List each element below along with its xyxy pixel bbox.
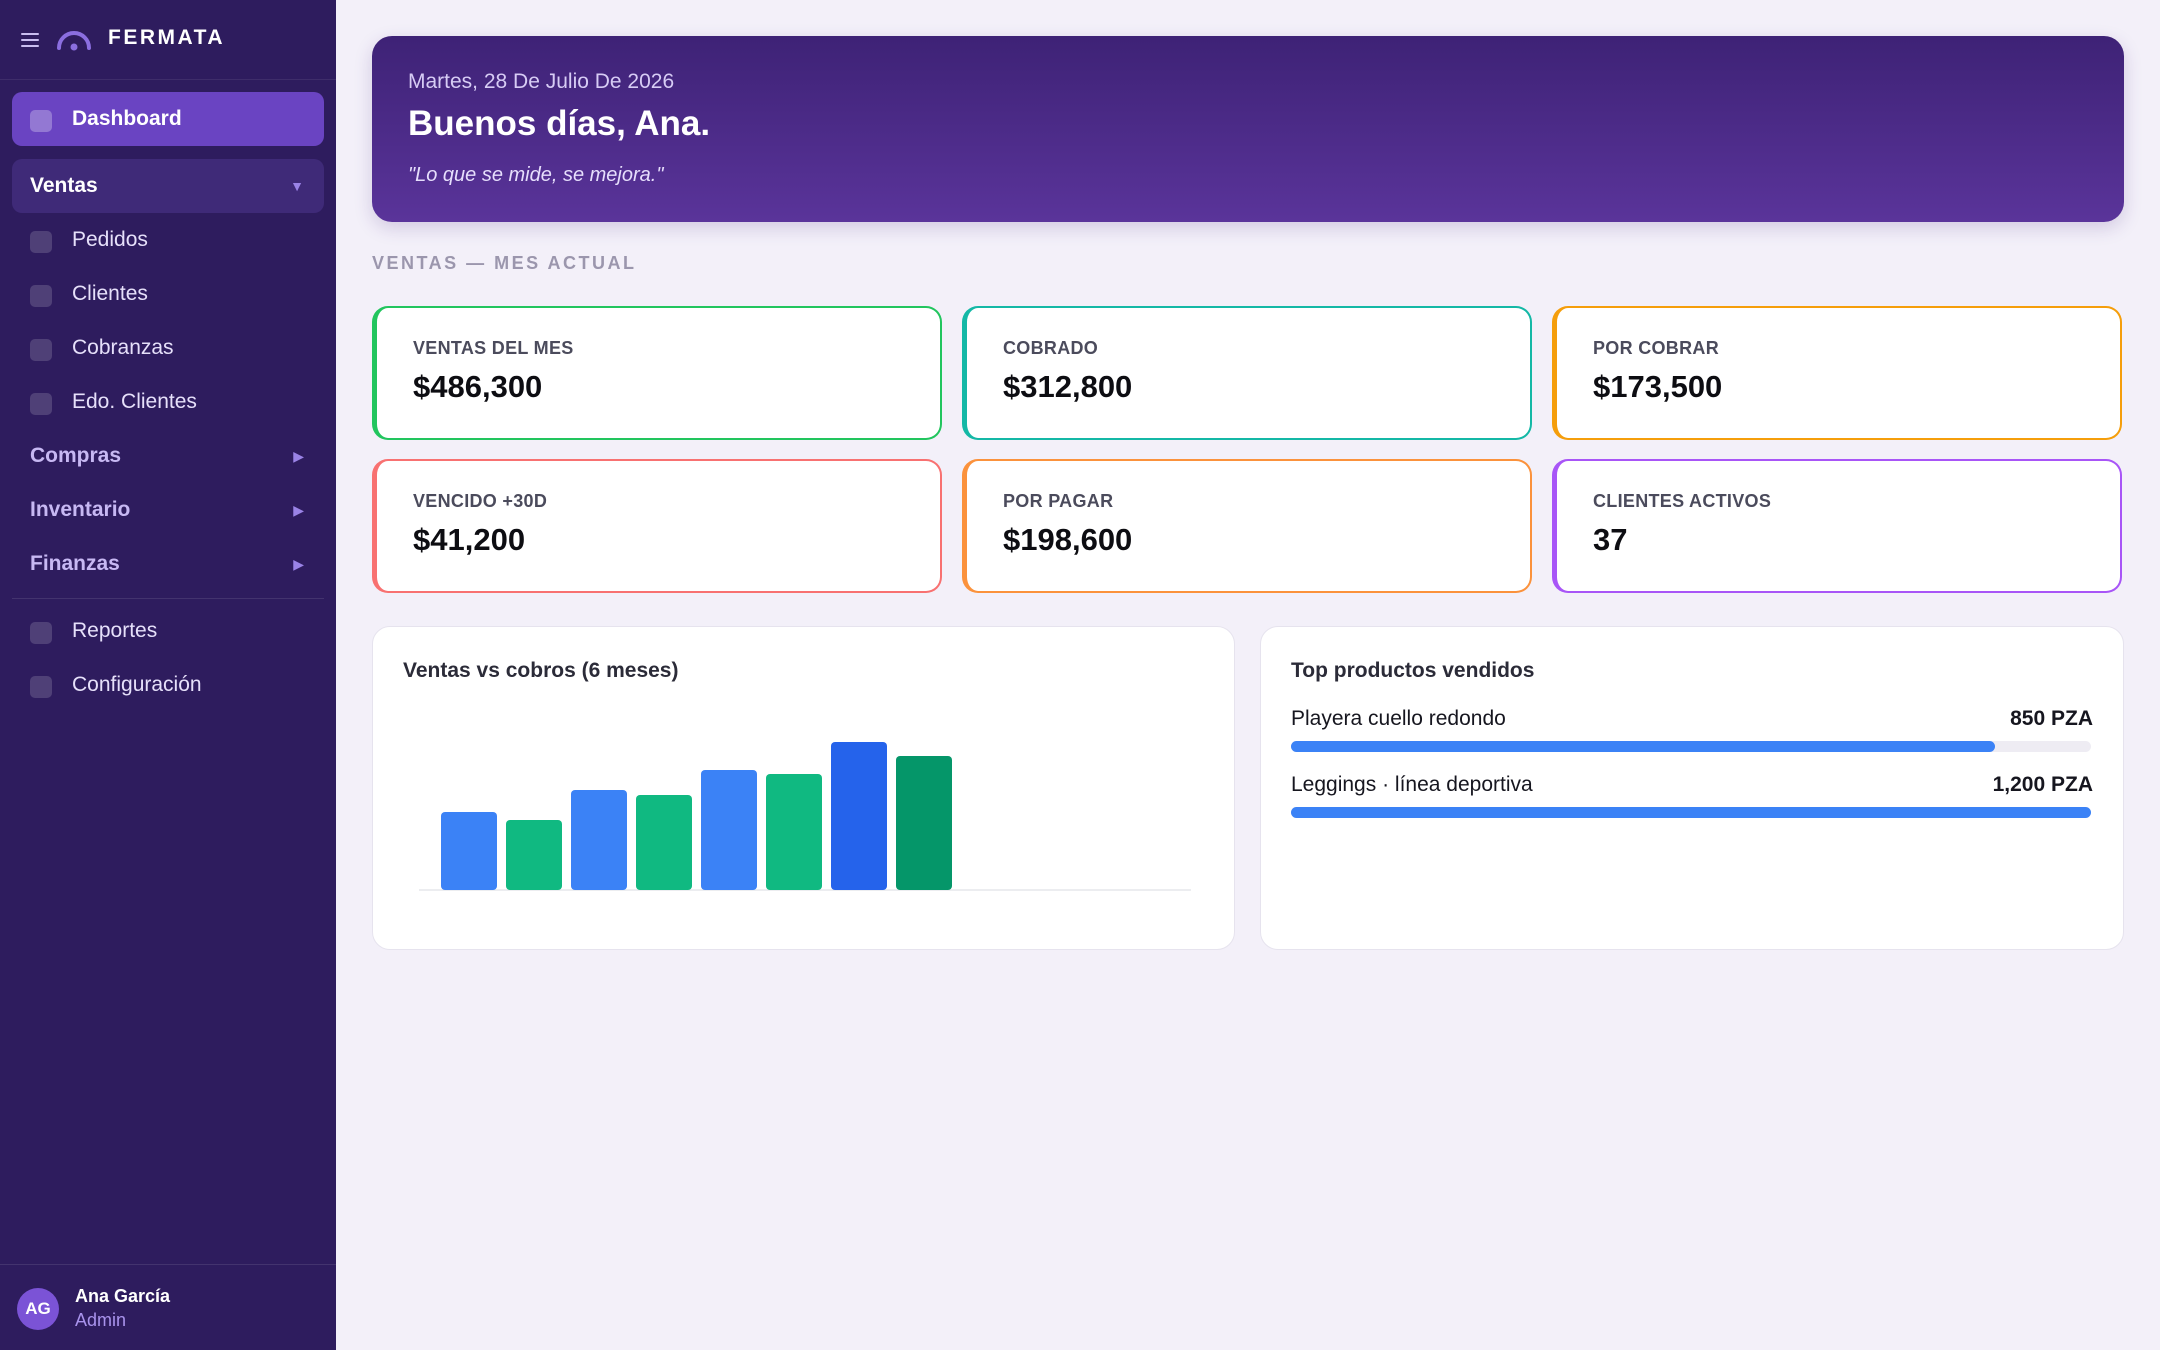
sidebar-group-finanzas[interactable]: Finanzas ▶ [12,537,324,591]
brand-bar: FERMATA [0,0,336,80]
kpi-card-ventas-del-mes[interactable]: VENTAS DEL MES $486,300 [372,306,942,440]
kpi-card-cobrado[interactable]: COBRADO $312,800 [962,306,1532,440]
sidebar-item-label: Clientes [72,282,148,305]
sidebar-item-label: Configuración [72,673,202,696]
sidebar-group-compras[interactable]: Compras ▶ [12,429,324,483]
product-qty: 850 PZA [2010,707,2093,730]
pedidos-icon [30,231,52,253]
menu-icon[interactable] [21,33,39,47]
top-products-card: Top productos vendidos Playera cuello re… [1260,626,2124,950]
welcome-banner: Martes, 28 De Julio De 2026 Buenos días,… [372,36,2124,222]
sidebar: FERMATA Dashboard Ventas ▼ Pedidos Clien… [0,0,336,1350]
kpi-card-por-pagar[interactable]: POR PAGAR $198,600 [962,459,1532,593]
sidebar-item-cobranzas[interactable]: Cobranzas [12,321,324,375]
sidebar-item-label: Pedidos [72,228,148,251]
configuracion-icon [30,676,52,698]
chart-bar-series-2-1 [506,820,562,890]
kpi-card-vencido[interactable]: VENCIDO +30D $41,200 [372,459,942,593]
cobranzas-icon [30,339,52,361]
sidebar-item-label: Cobranzas [72,336,174,359]
sidebar-divider [12,598,324,599]
sidebar-group-ventas[interactable]: Ventas ▼ [12,159,324,213]
edo-clientes-icon [30,393,52,415]
current-date: Martes, 28 De Julio De 2026 [408,70,675,93]
kpi-card-por-cobrar[interactable]: POR COBRAR $173,500 [1552,306,2122,440]
kpi-label: VENTAS DEL MES [413,338,574,358]
brand-name: FERMATA [108,26,226,49]
sidebar-item-reportes[interactable]: Reportes [12,604,324,658]
sidebar-group-inventario[interactable]: Inventario ▶ [12,483,324,537]
product-name: Leggings · línea deportiva [1291,773,1533,796]
sidebar-item-configuracion[interactable]: Configuración [12,658,324,712]
clientes-icon [30,285,52,307]
group-label: Inventario [30,498,131,521]
chart-bar-series-1-1 [441,812,497,890]
chevron-right-icon: ▶ [293,502,304,518]
sidebar-item-label: Dashboard [72,107,182,130]
kpi-label: COBRADO [1003,338,1099,358]
chart-bar-series-2-4 [896,756,952,890]
product-progress-fill [1291,807,2091,818]
sidebar-item-label: Edo. Clientes [72,390,197,413]
chart-title: Ventas vs cobros (6 meses) [403,659,679,682]
sidebar-item-label: Reportes [72,619,158,642]
product-progress-fill [1291,741,1995,752]
greeting: Buenos días, Ana. [408,104,711,143]
kpi-label: CLIENTES ACTIVOS [1593,491,1772,511]
user-name: Ana García [75,1286,171,1306]
group-label: Compras [30,444,122,467]
product-qty: 1,200 PZA [1992,773,2093,796]
chart-bar-series-2-2 [636,795,692,890]
kpi-value: $198,600 [1003,522,1133,557]
chart-bar-series-1-4 [831,742,887,890]
kpi-label: VENCIDO +30D [413,491,548,511]
sales-chart-card: Ventas vs cobros (6 meses) [372,626,1235,950]
chart-bar-series-1-2 [571,790,627,890]
sidebar-item-clientes[interactable]: Clientes [12,267,324,321]
user-profile[interactable]: AG Ana García Admin [0,1264,336,1350]
group-label: Ventas [30,174,98,197]
kpi-value: $173,500 [1593,369,1723,404]
kpi-card-clientes-activos[interactable]: CLIENTES ACTIVOS 37 [1552,459,2122,593]
kpi-value: $486,300 [413,369,543,404]
chevron-down-icon: ▼ [290,178,304,194]
product-progress-track [1291,807,2091,818]
kpi-label: POR PAGAR [1003,491,1114,511]
chart-bar-series-2-3 [766,774,822,890]
product-name: Playera cuello redondo [1291,707,1506,730]
sidebar-item-pedidos[interactable]: Pedidos [12,213,324,267]
section-title: VENTAS — MES ACTUAL [372,253,637,273]
group-label: Finanzas [30,552,120,575]
kpi-value: $41,200 [413,522,526,557]
kpi-value: 37 [1593,522,1628,557]
user-role: Admin [75,1310,127,1330]
chevron-right-icon: ▶ [293,556,304,572]
products-title: Top productos vendidos [1291,659,1535,682]
sales-vs-collections-chart [419,742,1191,891]
sidebar-item-edo-clientes[interactable]: Edo. Clientes [12,375,324,429]
reportes-icon [30,622,52,644]
dashboard-icon [30,110,52,132]
chart-bar-series-1-3 [701,770,757,890]
kpi-label: POR COBRAR [1593,338,1720,358]
kpi-value: $312,800 [1003,369,1133,404]
product-progress-track [1291,741,2091,752]
quote: "Lo que se mide, se mejora." [408,164,664,186]
chevron-right-icon: ▶ [293,448,304,464]
avatar: AG [17,1288,59,1330]
sidebar-item-dashboard[interactable]: Dashboard [12,92,324,146]
fermata-logo-icon [57,31,91,51]
